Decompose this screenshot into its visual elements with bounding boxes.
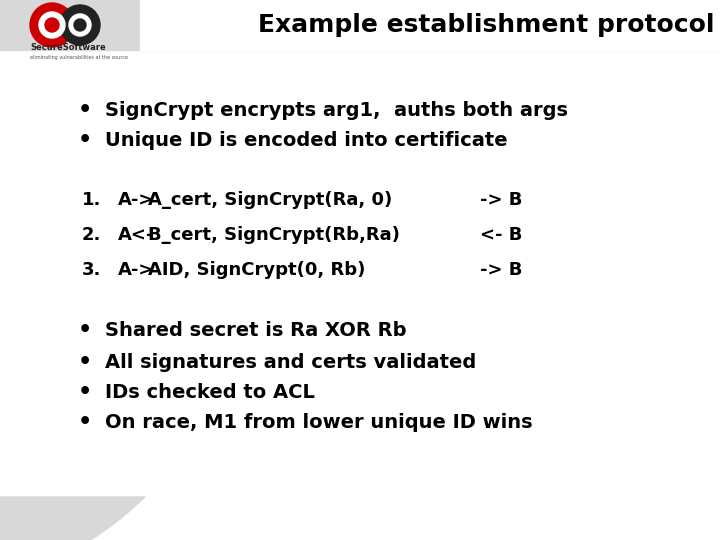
Text: 1.: 1. (82, 191, 102, 209)
Text: On race, M1 from lower unique ID wins: On race, M1 from lower unique ID wins (105, 413, 533, 431)
Text: Unique ID is encoded into certificate: Unique ID is encoded into certificate (105, 131, 508, 150)
Text: •: • (78, 130, 92, 150)
Circle shape (60, 5, 100, 45)
Text: •: • (78, 352, 92, 372)
Text: eliminating vulnerabilities at the source: eliminating vulnerabilities at the sourc… (30, 55, 128, 59)
PathPatch shape (0, 0, 146, 540)
Text: -> B: -> B (480, 191, 523, 209)
Bar (140, 0, 720, 50)
Circle shape (45, 18, 59, 32)
Text: 2.: 2. (82, 226, 102, 244)
Text: IDs checked to ACL: IDs checked to ACL (105, 382, 315, 402)
Text: •: • (78, 100, 92, 120)
Text: -> B: -> B (480, 261, 523, 279)
Text: •: • (78, 412, 92, 432)
Text: AID, SignCrypt(0, Rb): AID, SignCrypt(0, Rb) (148, 261, 365, 279)
Text: SecureSoftware: SecureSoftware (30, 44, 106, 52)
Text: A_cert, SignCrypt(Ra, 0): A_cert, SignCrypt(Ra, 0) (148, 191, 392, 209)
Text: Shared secret is Ra XOR Rb: Shared secret is Ra XOR Rb (105, 321, 407, 340)
Circle shape (74, 19, 86, 31)
Text: <- B: <- B (480, 226, 523, 244)
Circle shape (69, 14, 91, 36)
Text: Example establishment protocol: Example establishment protocol (258, 13, 715, 37)
Text: All signatures and certs validated: All signatures and certs validated (105, 353, 476, 372)
Text: •: • (78, 382, 92, 402)
Text: •: • (78, 320, 92, 340)
Text: B_cert, SignCrypt(Rb,Ra): B_cert, SignCrypt(Rb,Ra) (148, 226, 400, 244)
Text: 3.: 3. (82, 261, 102, 279)
Text: A->: A-> (118, 261, 154, 279)
Text: A->: A-> (118, 191, 154, 209)
Text: SignCrypt encrypts arg1,  auths both args: SignCrypt encrypts arg1, auths both args (105, 100, 568, 119)
Circle shape (30, 3, 74, 47)
Circle shape (39, 12, 65, 38)
Bar (0, 0, 720, 50)
Text: A<-: A<- (118, 226, 154, 244)
